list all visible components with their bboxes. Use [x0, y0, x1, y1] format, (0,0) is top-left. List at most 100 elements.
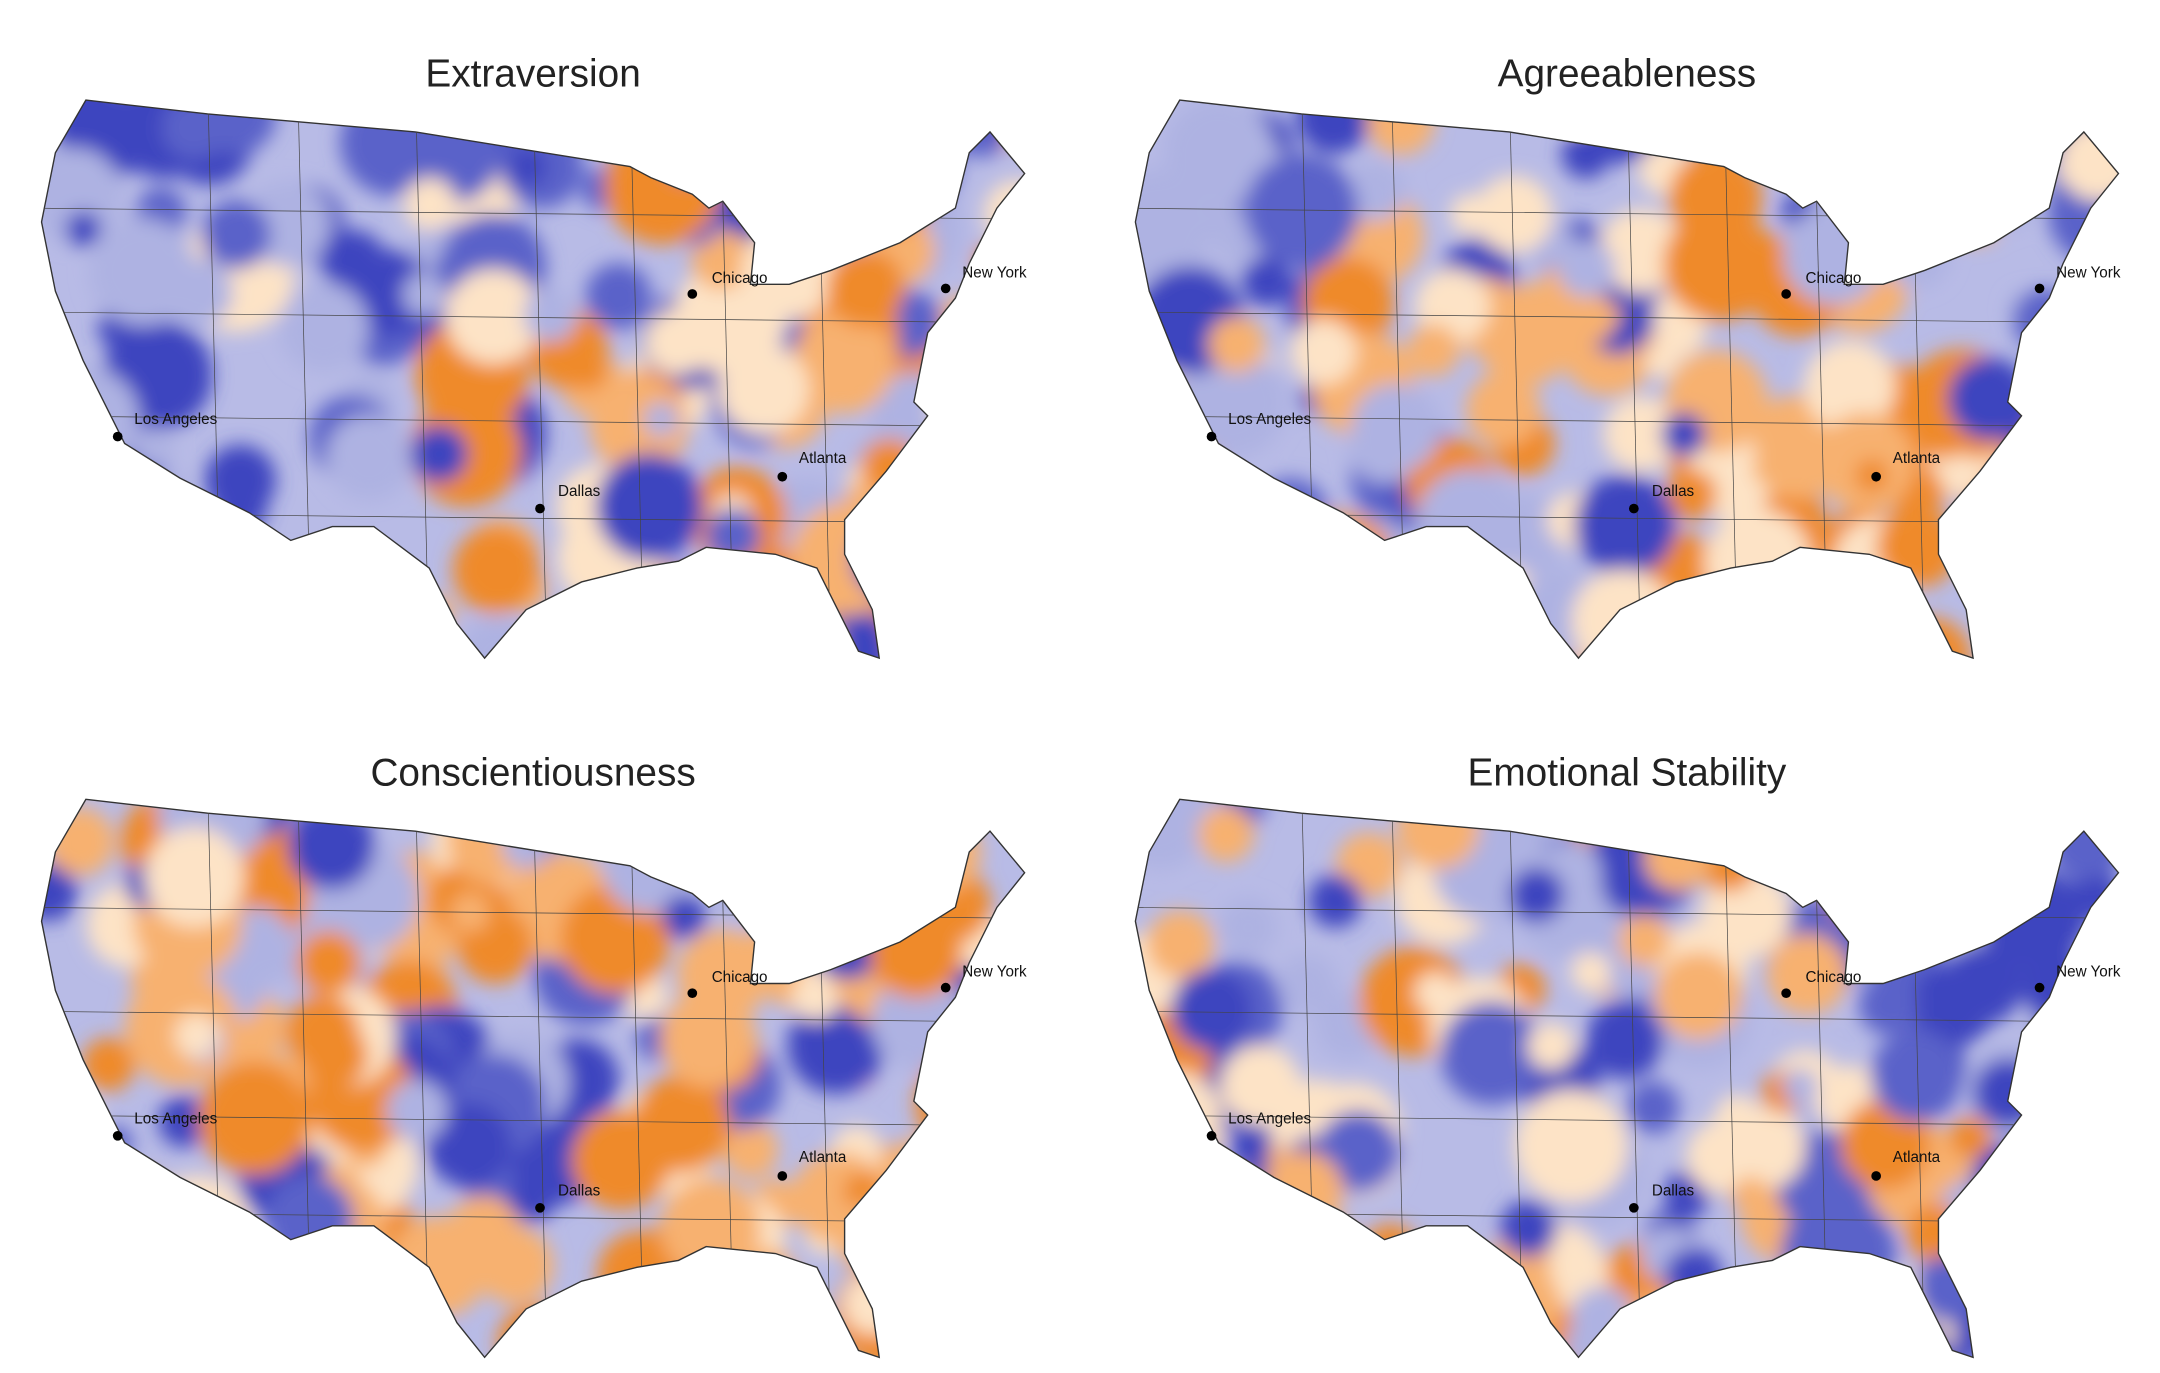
- heat-blob: [803, 827, 892, 916]
- heat-blob: [1888, 617, 1971, 659]
- heat-blob: [1279, 1269, 1328, 1319]
- heat-blob: [1586, 1000, 1665, 1079]
- heat-blob: [1931, 1175, 2033, 1277]
- heat-blob: [279, 282, 369, 373]
- heat-blob: [1783, 204, 1884, 306]
- heat-blob: [1943, 944, 2024, 1025]
- heat-blob: [1959, 100, 2035, 164]
- heat-blob: [120, 1237, 234, 1351]
- heat-blob: [787, 996, 885, 1094]
- heat-blob: [554, 1294, 667, 1358]
- heat-blob: [731, 588, 781, 638]
- heat-blob: [458, 616, 538, 659]
- heat-blob: [1804, 340, 1896, 433]
- heat-blob: [402, 272, 447, 317]
- heat-blob: [821, 214, 860, 253]
- heat-blob: [452, 526, 540, 614]
- city-dot: [112, 431, 123, 442]
- heat-blob: [1226, 594, 1327, 659]
- state-border: [41, 1010, 1025, 1023]
- heat-blob: [371, 1278, 412, 1319]
- heat-blob: [115, 1255, 209, 1349]
- heat-blob: [1565, 100, 1605, 137]
- heat-blob: [950, 1236, 996, 1282]
- heat-blob: [895, 505, 988, 598]
- heat-blob: [302, 1022, 369, 1089]
- heat-blob: [1704, 509, 1812, 617]
- state-border: [41, 311, 1025, 324]
- heat-blob: [659, 990, 757, 1088]
- city-dot: [535, 503, 545, 514]
- heat-blob: [46, 487, 140, 581]
- heat-blob: [158, 1095, 210, 1147]
- heat-blob: [296, 930, 361, 995]
- heat-blob: [1479, 1262, 1561, 1345]
- city-dot: [1629, 503, 1639, 514]
- heat-blob: [1137, 408, 1192, 464]
- heat-blob: [408, 1316, 457, 1358]
- heat-blob: [1643, 601, 1747, 659]
- heat-blob: [1218, 898, 1278, 957]
- heat-blob: [1135, 488, 1160, 538]
- map-title: Extraversion: [425, 52, 640, 95]
- heat-blob: [1753, 409, 1823, 478]
- heat-blob: [1135, 377, 1188, 454]
- map-panel: Emotional Stability Chicago New York Los An…: [1134, 752, 2121, 1359]
- map-title: Emotional Stability: [1468, 752, 1787, 795]
- heat-blob: [108, 1172, 178, 1242]
- heat-blob: [2092, 1217, 2119, 1253]
- heat-blob: [1679, 1297, 1792, 1358]
- city-dot: [535, 1202, 545, 1213]
- heat-blob: [1170, 969, 1253, 1051]
- heat-blob: [1135, 799, 1211, 869]
- heat-blob: [1782, 1068, 1818, 1104]
- heat-blob: [321, 229, 386, 294]
- heat-blob: [938, 295, 993, 350]
- heat-blob: [1915, 814, 1985, 884]
- heat-blob: [1407, 324, 1460, 377]
- heat-blob: [691, 229, 752, 290]
- heat-blob: [1135, 1071, 1222, 1165]
- heat-blob: [1661, 412, 1706, 457]
- heat-blob: [1858, 975, 1918, 1035]
- heat-blob: [1135, 1262, 1194, 1358]
- heat-blob: [1316, 613, 1370, 659]
- heat-blob: [1350, 1258, 1437, 1346]
- heat-blob: [1252, 478, 1330, 556]
- heat-blob: [1150, 451, 1201, 502]
- heat-blob: [1277, 954, 1338, 1014]
- heat-blob: [1813, 103, 1914, 204]
- heat-blob: [2029, 414, 2065, 450]
- heat-blob: [1890, 859, 1967, 936]
- choropleth: [1135, 100, 2119, 659]
- state-border: [41, 415, 1025, 428]
- map-title: Agreeableness: [1498, 52, 1757, 95]
- heat-blob: [2013, 288, 2077, 352]
- heat-blob: [696, 1273, 782, 1358]
- heat-blob: [1466, 371, 1541, 447]
- heat-blob: [46, 807, 115, 876]
- heat-blob: [1899, 165, 1971, 237]
- heat-blob: [2016, 1259, 2108, 1351]
- heat-blob: [807, 811, 863, 868]
- heat-blob: [1414, 972, 1456, 1014]
- heat-blob: [1219, 1044, 1301, 1126]
- heat-blob: [42, 548, 96, 602]
- heat-blob: [1440, 1001, 1544, 1105]
- heat-blob: [256, 554, 317, 614]
- heat-blob: [1135, 1294, 1182, 1355]
- heat-blob: [2021, 473, 2107, 558]
- heat-blob: [130, 959, 172, 1001]
- heat-blob: [1876, 506, 1959, 588]
- heat-blob: [445, 268, 542, 365]
- heat-blob: [1230, 1126, 1271, 1167]
- heat-blob: [931, 359, 1025, 458]
- heat-blob: [1764, 596, 1866, 659]
- city-label: Dallas: [1652, 483, 1695, 500]
- heat-blob: [1971, 1143, 2045, 1216]
- heat-blob: [722, 1239, 759, 1276]
- heat-blob: [718, 344, 810, 435]
- heat-blob: [604, 128, 721, 245]
- city-dot: [687, 289, 698, 299]
